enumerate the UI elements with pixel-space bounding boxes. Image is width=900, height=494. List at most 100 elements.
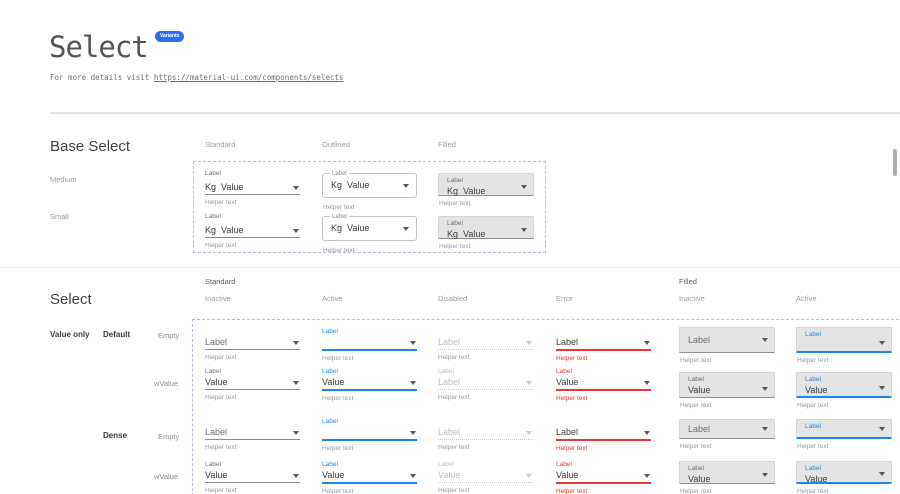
dropdown-arrow-icon [762, 473, 768, 477]
select-control[interactable]: Value [322, 469, 417, 484]
select-control[interactable]: Label [205, 426, 300, 440]
select-control[interactable]: Label [679, 327, 775, 353]
dropdown-arrow-icon [410, 341, 416, 345]
select-placeholder: Label [438, 337, 461, 347]
helper-text: Helper text [205, 354, 237, 361]
select-standard-error-empty: Label Helper text [556, 327, 651, 362]
select-control[interactable]: Label [438, 426, 533, 440]
helper-text: Helper text [556, 445, 588, 452]
value-text: Value [463, 186, 486, 196]
select-control[interactable]: Value [438, 469, 533, 483]
helper-text: Helper text [680, 357, 712, 364]
select-control[interactable]: Label Kg Value [438, 173, 534, 196]
floating-label: Label [805, 465, 821, 472]
floating-label [205, 327, 300, 336]
helper-text: Helper text [680, 402, 712, 409]
helper-text: Helper text [323, 204, 355, 211]
select-control[interactable]: Label Kg Value [322, 213, 417, 241]
select-standard-active-empty: Label Helper text [322, 327, 417, 362]
dropdown-arrow-icon [403, 227, 409, 231]
select-standard-inactive-empty: Label Helper text [205, 327, 300, 361]
select-control[interactable]: Label [438, 336, 533, 350]
select-filled-inactive-value: Label Value Helper text [679, 372, 775, 409]
base-select-dashed-frame [193, 161, 546, 253]
select-control[interactable]: Label Kg Value [322, 170, 417, 198]
select-control[interactable]: Label Kg Value [438, 216, 534, 239]
floating-label: Label [205, 213, 221, 220]
details-line: For more details visit https://material-… [50, 73, 344, 82]
select-control[interactable]: Value [556, 376, 651, 391]
select-control[interactable]: Label [796, 419, 892, 439]
select-dense-error-value: Label Value Helper text [556, 460, 651, 494]
select-value: Value [438, 470, 461, 480]
helper-text: Helper text [556, 395, 588, 402]
colhead-filled: Filled [438, 140, 456, 149]
select-dense-disabled-empty: Label Helper text [438, 417, 533, 451]
helper-text: Helper text [322, 395, 354, 402]
dropdown-arrow-icon [526, 381, 532, 385]
colhead-disabled: Disabled [438, 294, 468, 303]
select-control[interactable]: Label [796, 327, 892, 353]
select-standard-error-value: Label Value Helper text [556, 367, 651, 402]
floating-label [556, 327, 651, 336]
colhead-filled-active: Active [796, 294, 817, 303]
select-control[interactable]: Value [556, 469, 651, 484]
select-filled-active-value: Label Value Helper text [796, 372, 892, 409]
base-select-standard-medium: Label Kg Value Helper text [205, 169, 300, 206]
adornment: Kg [447, 186, 459, 196]
select-control[interactable]: Kg Value [205, 221, 300, 238]
select-filled-dense-active-empty: Label Helper text [796, 419, 892, 450]
floating-label: Label [322, 368, 338, 375]
helper-text: Helper text [205, 487, 237, 494]
value-text: Value [463, 229, 486, 239]
select-control[interactable]: Label Value [796, 461, 892, 484]
floating-label: Label [447, 220, 463, 227]
base-select-outlined-small: Label Kg Value Helper text [322, 213, 417, 254]
material-ui-link[interactable]: https://material-ui.com/components/selec… [153, 73, 344, 82]
select-control[interactable]: Kg Value [205, 178, 300, 195]
dropdown-arrow-icon [293, 474, 299, 478]
page-title: Select [49, 30, 149, 64]
floating-label: Label [805, 331, 821, 338]
select-control[interactable]: Label [556, 426, 651, 441]
select-standard-active-value: Label Value Helper text [322, 367, 417, 402]
scrollbar-thumb[interactable] [893, 149, 897, 176]
select-placeholder: Label [556, 337, 579, 347]
select-control[interactable] [322, 336, 417, 351]
select-control[interactable]: Value [205, 376, 300, 390]
dropdown-arrow-icon [526, 341, 532, 345]
select-control[interactable]: Label [438, 376, 533, 390]
select-control[interactable]: Label [205, 336, 300, 350]
select-control[interactable]: Label Value [796, 372, 892, 398]
select-control[interactable]: Label [679, 419, 775, 439]
colhead-filled-inactive: Inactive [679, 294, 705, 303]
select-control[interactable]: Value [205, 469, 300, 483]
helper-text: Helper text [205, 444, 237, 451]
helper-text: Helper text [205, 242, 237, 249]
select-dense-error-empty: Label Helper text [556, 417, 651, 452]
select-filled-dense-active-value: Label Value Helper text [796, 461, 892, 494]
value-text: Value [347, 180, 370, 190]
select-control[interactable] [322, 426, 417, 441]
rowlabel-empty-dense: Empty [158, 432, 180, 441]
select-control[interactable]: Label Value [679, 461, 775, 484]
select-control[interactable]: Value [322, 376, 417, 391]
select-control[interactable]: Label [556, 336, 651, 351]
floating-label [205, 417, 300, 426]
helper-text: Helper text [322, 355, 354, 362]
select-placeholder: Label [438, 427, 461, 437]
dropdown-arrow-icon [879, 427, 885, 431]
dropdown-arrow-icon [410, 381, 416, 385]
colhead-outlined: Outlined [322, 140, 350, 149]
select-grid-dashed-frame [192, 319, 900, 494]
helper-text: Helper text [322, 445, 354, 452]
select-value: Kg Value [205, 225, 243, 235]
select-value: Value [805, 474, 828, 484]
select-value: Value [688, 385, 711, 395]
helper-text: Helper text [323, 247, 355, 254]
helper-text: Helper text [438, 354, 470, 361]
select-control[interactable]: Label Value [679, 372, 775, 398]
rowlabel-small: Small [50, 212, 69, 221]
select-filled-dense-inactive-value: Label Value Helper text [679, 461, 775, 494]
